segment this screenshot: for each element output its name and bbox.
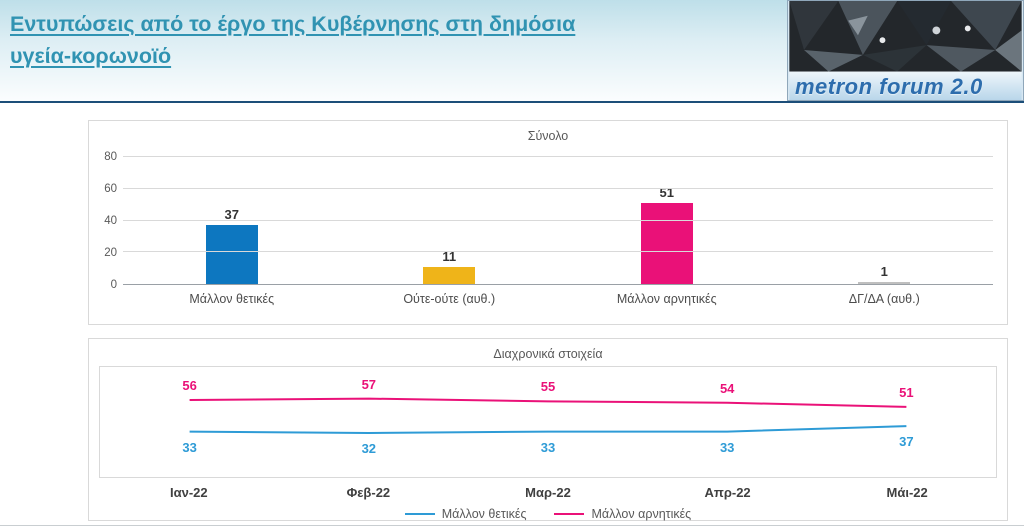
- bar-slot: 1: [776, 157, 994, 284]
- gridline: [123, 219, 993, 221]
- point-label: 32: [361, 441, 377, 456]
- point-label: 57: [361, 376, 377, 392]
- line-xlabels: Ιαν-22 Φεβ-22 Μαρ-22 Απρ-22 Μάι-22: [99, 485, 997, 500]
- legend-item: Μάλλον θετικές: [404, 507, 527, 521]
- bar-value-label: 11: [442, 248, 457, 264]
- page-title: Εντυπώσεις από το έργο της Κυβέρνησης στ…: [10, 8, 575, 73]
- bar-category-label: Ούτε-ούτε (αυθ.): [403, 292, 496, 306]
- line-category-label: Ιαν-22: [169, 485, 208, 500]
- bar-slot: 37: [123, 157, 341, 284]
- point-label: 33: [540, 439, 556, 455]
- metron-forum-logo: metron forum 2.0: [787, 0, 1024, 101]
- logo-mosaic-image: [789, 1, 1022, 100]
- line-legend: Μάλλον θετικές Μάλλον αρνητικές: [89, 507, 1007, 521]
- y-tick-label: 20: [104, 247, 117, 259]
- header: Εντυπώσεις από το έργο της Κυβέρνησης στ…: [0, 0, 1024, 103]
- point-label: 33: [182, 439, 197, 455]
- slide-bottom-edge: [0, 525, 1024, 526]
- bar-value-label: 37: [224, 207, 239, 223]
- point-label: 33: [719, 439, 735, 455]
- page-title-line-2: υγεία-κορωνοϊό: [10, 44, 172, 69]
- bar-chart-title: Σύνολο: [527, 129, 569, 143]
- line-svg: [100, 367, 996, 477]
- bar-2: 51: [640, 185, 693, 284]
- bar-category-label: ΔΓ/ΔΑ (αυθ.): [848, 292, 920, 306]
- legend-label: Μάλλον αρνητικές: [591, 507, 692, 521]
- bar-value-label: 51: [659, 185, 674, 201]
- bar-slot: 51: [558, 157, 776, 284]
- bar-yaxis: 0 20 40 60 80: [95, 151, 123, 291]
- line-category-label: Απρ-22: [704, 485, 751, 500]
- gridline: [123, 156, 993, 157]
- legend-line-swatch: [554, 513, 585, 515]
- bar-plot: 37 11 51 1: [123, 156, 993, 285]
- y-tick-label: 60: [104, 183, 117, 195]
- bar-1: 11: [423, 249, 476, 284]
- point-label: 56: [182, 378, 197, 393]
- point-label: 54: [719, 380, 735, 396]
- bar-3: 1: [858, 264, 911, 284]
- bar-value-label: 1: [880, 264, 888, 280]
- line-category-label: Μαρ-22: [525, 485, 571, 500]
- legend-item: Μάλλον αρνητικές: [554, 507, 691, 521]
- bar-chart: Σύνολο 0 20 40 60 80 37 11 51 1 Μάλλον θετικές Ο…: [88, 120, 1008, 325]
- bar-chart-body: 0 20 40 60 80 37 11 51 1: [95, 151, 993, 291]
- point-label: 51: [899, 384, 914, 400]
- line-category-label: Φεβ-22: [346, 485, 391, 500]
- bar-category-label: Μάλλον αρνητικές: [616, 292, 717, 306]
- point-label: 37: [899, 434, 914, 450]
- bar-xlabels: Μάλλον θετικές Ούτε-ούτε (αυθ.) Μάλλον αρν…: [123, 292, 993, 306]
- line-category-label: Μάι-22: [886, 485, 928, 500]
- bar-slots: 37 11 51 1: [123, 157, 993, 284]
- bar-slot: 11: [341, 157, 559, 284]
- y-tick-label: 0: [110, 279, 117, 291]
- gridline: [123, 251, 993, 253]
- legend-line-swatch: [404, 513, 435, 515]
- gridline: [123, 187, 993, 189]
- y-tick-label: 40: [104, 215, 117, 227]
- line-plot: 33 32 33 33 37 56 57 55 54 51: [99, 366, 997, 478]
- bar-category-label: Μάλλον θετικές: [189, 292, 275, 306]
- y-tick-label: 80: [104, 151, 117, 163]
- bar-0: 37: [205, 207, 258, 284]
- page-title-line-1: Εντυπώσεις από το έργο της Κυβέρνησης στ…: [10, 12, 576, 36]
- legend-label: Μάλλον θετικές: [441, 507, 527, 521]
- logo-text: metron forum 2.0: [795, 74, 983, 99]
- point-label: 55: [540, 379, 556, 395]
- line-chart-title: Διαχρονικά στοιχεία: [493, 347, 603, 361]
- line-chart: Διαχρονικά στοιχεία 33 32 33 33 37 56 57 55 54 51…: [88, 338, 1008, 521]
